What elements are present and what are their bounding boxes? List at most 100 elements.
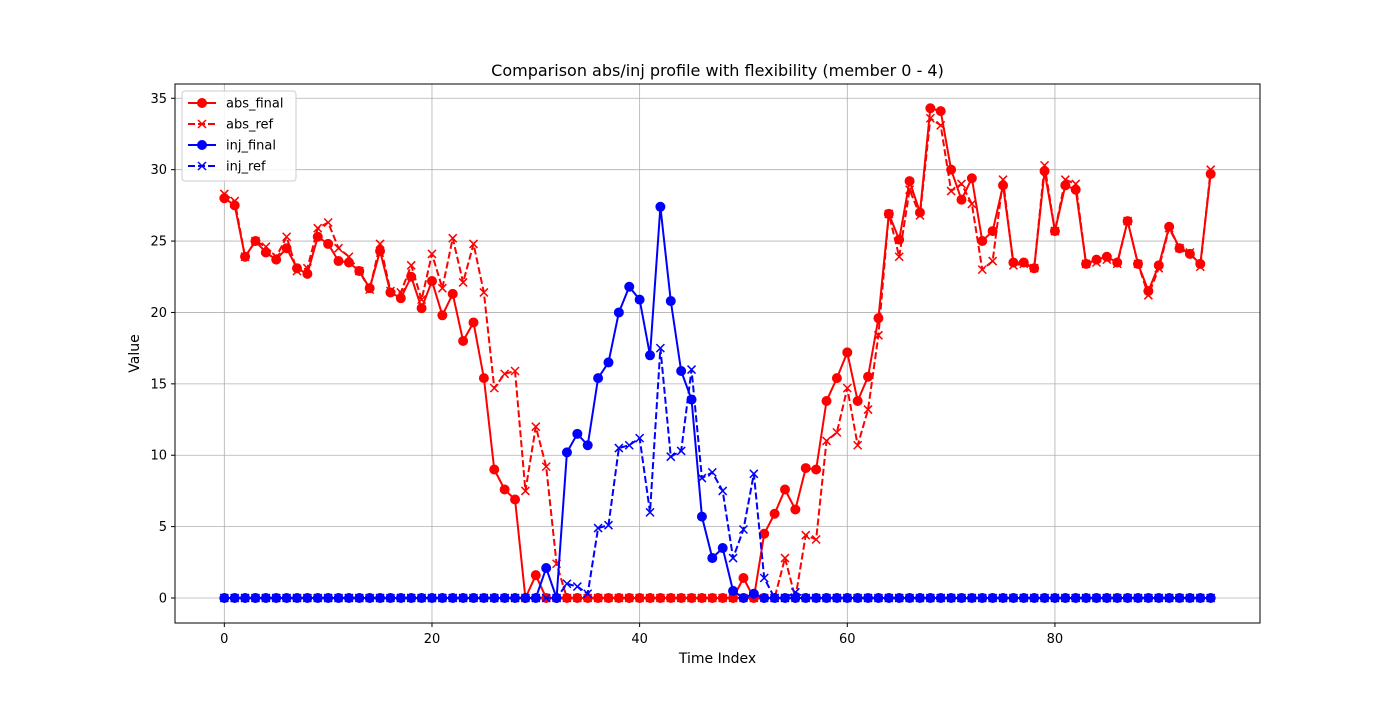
data-point bbox=[624, 281, 635, 292]
data-point bbox=[884, 209, 894, 219]
data-point bbox=[219, 189, 229, 199]
data-point bbox=[271, 252, 281, 262]
data-point bbox=[676, 593, 686, 603]
data-point bbox=[458, 277, 468, 287]
data-point bbox=[894, 252, 904, 262]
data-point bbox=[1008, 260, 1018, 270]
data-point bbox=[499, 484, 510, 495]
data-point bbox=[863, 405, 873, 415]
data-point bbox=[748, 588, 759, 599]
chart-title: Comparison abs/inj profile with flexibil… bbox=[491, 61, 944, 80]
data-point bbox=[1133, 259, 1143, 269]
data-point bbox=[313, 593, 323, 603]
data-point bbox=[863, 371, 874, 382]
data-point bbox=[832, 593, 842, 603]
data-point bbox=[707, 553, 718, 564]
data-point bbox=[998, 593, 1008, 603]
axis-ticks: 0 20 40 60 80 0 5 10 15 20 25 30 35 bbox=[150, 92, 1063, 647]
data-point bbox=[354, 593, 364, 603]
data-point bbox=[1195, 262, 1205, 272]
data-point bbox=[385, 593, 395, 603]
data-point bbox=[479, 287, 489, 297]
data-point bbox=[707, 467, 717, 477]
x-tick-label: 0 bbox=[220, 632, 228, 647]
data-point bbox=[821, 395, 832, 406]
data-point bbox=[572, 428, 583, 439]
legend-marker bbox=[197, 161, 207, 171]
data-point bbox=[831, 373, 842, 384]
data-point bbox=[915, 593, 925, 603]
data-point bbox=[261, 593, 271, 603]
data-point bbox=[1102, 255, 1112, 265]
data-point bbox=[884, 593, 894, 603]
data-point bbox=[946, 186, 956, 196]
data-point bbox=[365, 593, 375, 603]
data-point bbox=[261, 242, 271, 252]
data-point bbox=[842, 383, 852, 393]
data-point bbox=[832, 427, 842, 437]
data-point bbox=[738, 524, 748, 535]
data-point bbox=[1164, 223, 1174, 233]
data-point bbox=[230, 196, 240, 206]
data-point bbox=[1123, 216, 1133, 226]
data-point bbox=[655, 593, 665, 603]
data-point bbox=[427, 249, 437, 259]
y-tick-label: 25 bbox=[150, 235, 167, 250]
data-point bbox=[582, 440, 593, 451]
legend-item-inj-ref: inj_ref bbox=[188, 160, 266, 175]
data-point bbox=[292, 266, 302, 276]
data-point bbox=[416, 303, 427, 314]
data-point bbox=[541, 593, 551, 603]
data-point bbox=[676, 446, 686, 456]
data-point bbox=[271, 593, 281, 603]
data-point bbox=[417, 295, 427, 305]
data-point bbox=[645, 507, 655, 517]
data-point bbox=[873, 330, 883, 340]
y-tick-label: 15 bbox=[150, 377, 167, 392]
data-point bbox=[572, 593, 582, 603]
data-point bbox=[458, 593, 468, 603]
data-point bbox=[1081, 593, 1091, 603]
data-point bbox=[821, 436, 832, 446]
data-point bbox=[561, 447, 572, 458]
data-point bbox=[1050, 593, 1060, 603]
data-point bbox=[1112, 259, 1122, 269]
data-point bbox=[437, 593, 447, 603]
x-axis-label: Time Index bbox=[678, 651, 756, 667]
data-point bbox=[344, 252, 354, 262]
data-point bbox=[779, 484, 790, 495]
data-point bbox=[323, 593, 333, 603]
data-point bbox=[406, 260, 416, 270]
data-point bbox=[759, 573, 769, 583]
data-point bbox=[603, 593, 614, 603]
data-point bbox=[645, 593, 655, 603]
data-point bbox=[520, 486, 530, 496]
data-point bbox=[988, 593, 998, 603]
data-point bbox=[697, 593, 707, 603]
series-line bbox=[223, 117, 1212, 600]
data-point bbox=[1060, 593, 1070, 603]
data-point bbox=[282, 232, 292, 242]
data-point bbox=[1071, 593, 1081, 603]
data-point bbox=[489, 464, 500, 475]
data-point bbox=[530, 570, 541, 581]
data-point bbox=[1029, 593, 1039, 603]
data-point bbox=[344, 593, 354, 603]
data-point bbox=[915, 210, 925, 220]
data-point bbox=[977, 236, 988, 247]
data-point bbox=[853, 593, 863, 603]
data-point bbox=[966, 173, 977, 184]
data-point bbox=[562, 579, 572, 589]
data-point bbox=[1174, 243, 1185, 253]
data-point bbox=[925, 113, 935, 123]
data-point bbox=[697, 473, 707, 483]
y-tick-label: 0 bbox=[159, 592, 167, 607]
legend-label: inj_final bbox=[226, 139, 276, 154]
data-point bbox=[531, 593, 541, 603]
y-tick-label: 10 bbox=[150, 449, 167, 464]
data-point bbox=[998, 175, 1008, 185]
data-point bbox=[510, 494, 521, 505]
data-point bbox=[448, 593, 458, 603]
